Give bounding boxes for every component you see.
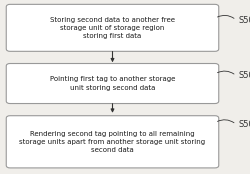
Text: S501: S501	[239, 15, 250, 25]
FancyBboxPatch shape	[6, 116, 219, 168]
FancyBboxPatch shape	[6, 64, 219, 104]
Text: Pointing first tag to another storage
unit storing second data: Pointing first tag to another storage un…	[50, 76, 175, 91]
Text: Storing second data to another free
storage unit of storage region
storing first: Storing second data to another free stor…	[50, 17, 175, 39]
Text: Rendering second tag pointing to all remaining
storage units apart from another : Rendering second tag pointing to all rem…	[20, 130, 206, 153]
Text: S502: S502	[239, 71, 250, 80]
Text: S503: S503	[239, 120, 250, 129]
FancyBboxPatch shape	[6, 4, 219, 51]
